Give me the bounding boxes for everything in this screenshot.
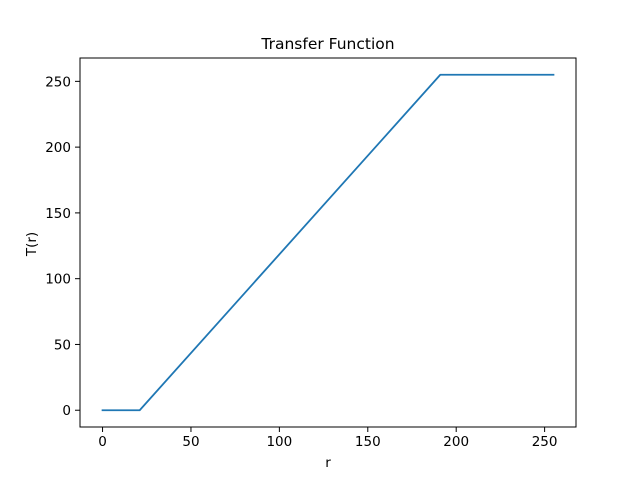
plot-area: 0 50 100 150 200 250 0 50 100 150 200 250	[45, 57, 577, 450]
x-tick-label: 100	[266, 434, 292, 450]
y-tick-label: 200	[45, 140, 71, 156]
y-tick-label: 100	[45, 272, 71, 288]
y-tick-label: 0	[62, 403, 71, 419]
series-line	[101, 73, 555, 412]
x-tick-label: 50	[182, 434, 199, 450]
y-axis-label: T(r)	[24, 232, 40, 257]
x-axis-label: r	[325, 455, 331, 471]
chart-title: Transfer Function	[260, 35, 394, 53]
x-tick-label: 150	[355, 434, 381, 450]
y-tick-label: 150	[45, 206, 71, 222]
axes-frame	[79, 57, 577, 428]
x-tick-label: 200	[443, 434, 469, 450]
x-tick-label: 0	[98, 434, 107, 450]
y-tick-label: 50	[54, 337, 71, 353]
x-tick-label: 250	[532, 434, 558, 450]
y-tick-label: 250	[45, 74, 71, 90]
